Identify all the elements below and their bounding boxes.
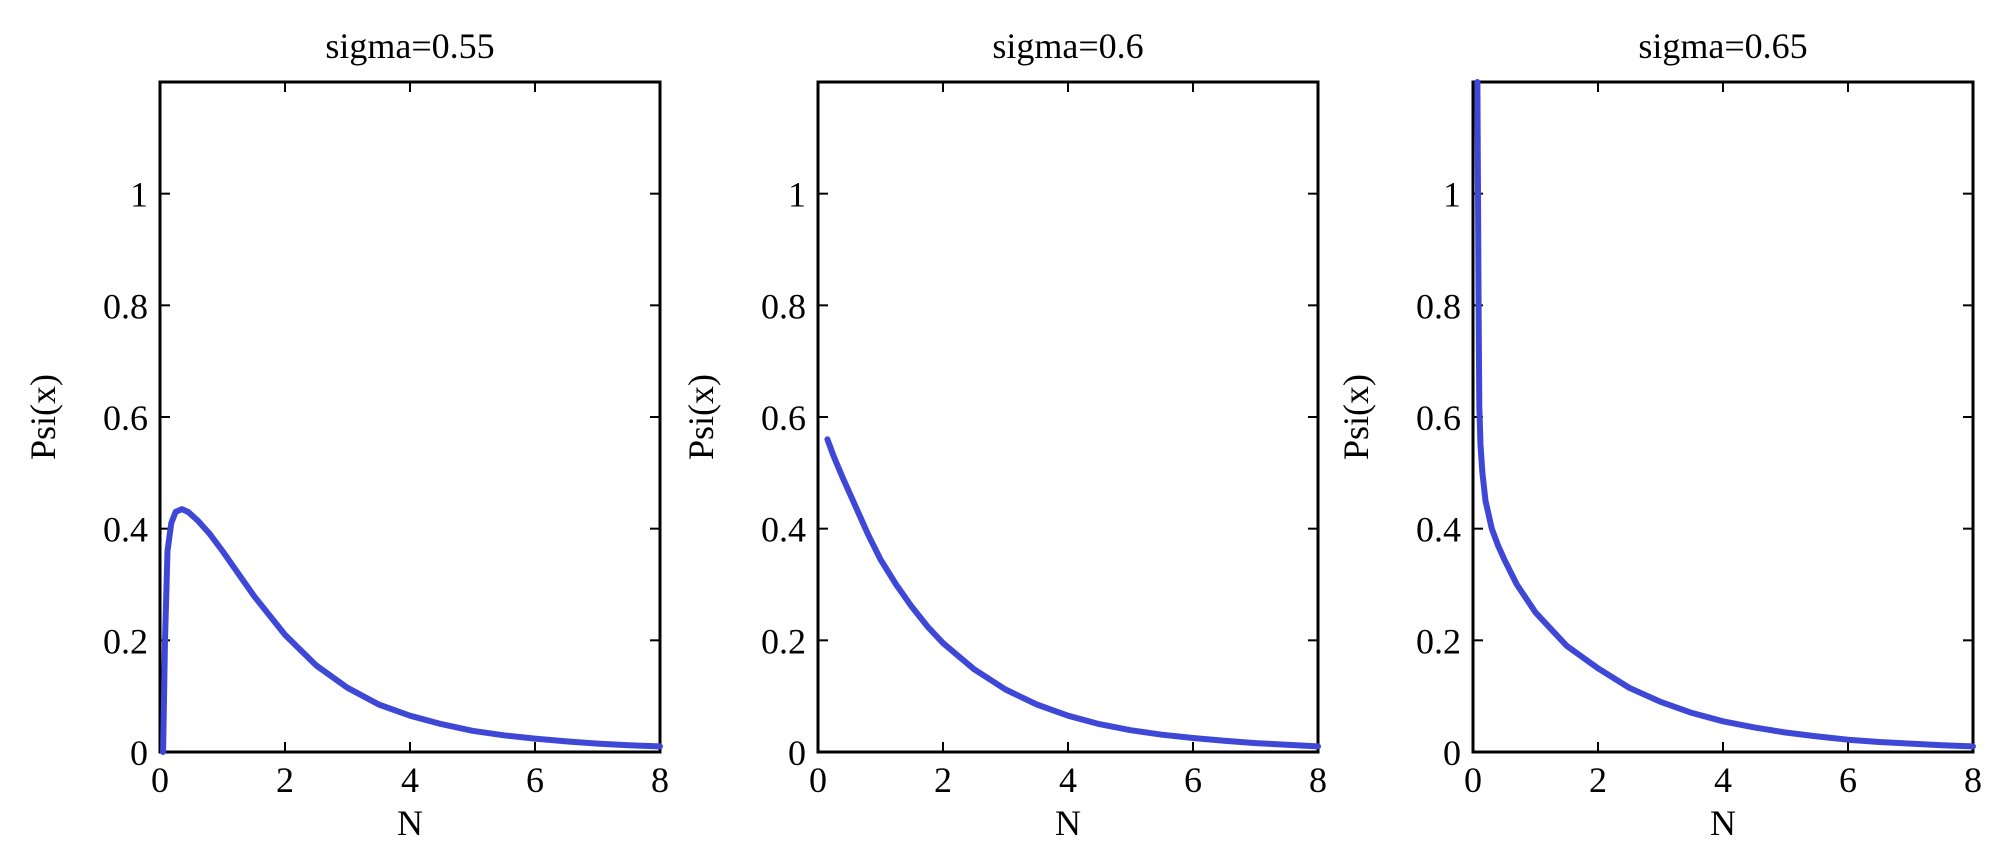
- x-tick-label: 8: [651, 760, 669, 800]
- chart-panel-2: 0 2 4 6 8 0 0.2 0.4 0.6 0.8 1 sigma=0.6 N Psi(x): [681, 26, 1327, 843]
- y-axis-label: Psi(x): [681, 374, 721, 460]
- y-tick-label: 0.4: [103, 510, 148, 550]
- y-tick-label: 1: [130, 175, 148, 215]
- y-tick-label: 0: [1443, 733, 1461, 773]
- y-tick-label: 0.2: [103, 621, 148, 661]
- y-tick-label: 0.6: [103, 398, 148, 438]
- x-tick-label: 0: [1464, 760, 1482, 800]
- x-axis-label: N: [1710, 803, 1736, 843]
- x-tick-label: 4: [401, 760, 419, 800]
- x-tick-label: 8: [1309, 760, 1327, 800]
- series-line: [824, 436, 1321, 750]
- x-tick-label: 0: [809, 760, 827, 800]
- x-tick-label: 4: [1059, 760, 1077, 800]
- x-tick-label: 8: [1964, 760, 1982, 800]
- y-tick-label: 0.4: [1416, 510, 1461, 550]
- x-tick-label: 0: [151, 760, 169, 800]
- y-tick-label: 0.8: [1416, 286, 1461, 326]
- y-tick-label: 0.4: [761, 510, 806, 550]
- y-tick-label: 0.2: [1416, 621, 1461, 661]
- chart-title: sigma=0.65: [1638, 26, 1807, 66]
- x-tick-label: 2: [1589, 760, 1607, 800]
- plot-frame: [816, 80, 1320, 754]
- x-tick-label: 2: [276, 760, 294, 800]
- x-tick-label: 6: [1839, 760, 1857, 800]
- x-tick-label: 2: [934, 760, 952, 800]
- y-tick-label: 0.8: [761, 286, 806, 326]
- y-tick-label: 0.2: [761, 621, 806, 661]
- y-tick-label: 0.6: [761, 398, 806, 438]
- x-axis-label: N: [397, 803, 423, 843]
- chart-title: sigma=0.55: [325, 26, 494, 66]
- chart-panel-1: 0 2 4 6 8 0 0.2 0.4 0.6 0.8 1 sigma=0.55 N Psi(x): [23, 26, 669, 843]
- y-axis-label: Psi(x): [1336, 374, 1376, 460]
- y-tick-label: 0.8: [103, 286, 148, 326]
- chart-title: sigma=0.6: [992, 26, 1143, 66]
- plot-frame: [158, 80, 662, 754]
- series-line: [160, 506, 663, 755]
- y-tick-label: 0: [130, 733, 148, 773]
- y-tick-label: 1: [1443, 175, 1461, 215]
- x-tick-label: 6: [526, 760, 544, 800]
- x-axis-label: N: [1055, 803, 1081, 843]
- y-tick-label: 0.6: [1416, 398, 1461, 438]
- y-axis-label: Psi(x): [23, 374, 63, 460]
- y-tick-label: 1: [788, 175, 806, 215]
- x-tick-label: 6: [1184, 760, 1202, 800]
- plot-frame: [1471, 80, 1975, 754]
- chart-panel-3: 0 2 4 6 8 0 0.2 0.4 0.6 0.8 1 sigma=0.65 N Psi(x): [1336, 26, 1982, 843]
- y-tick-label: 0: [788, 733, 806, 773]
- series-line: [1474, 79, 1976, 750]
- x-tick-label: 4: [1714, 760, 1732, 800]
